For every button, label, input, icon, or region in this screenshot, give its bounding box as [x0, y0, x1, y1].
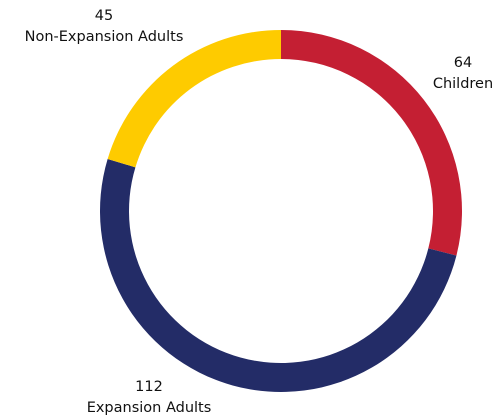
slice-value-children: 64: [454, 55, 472, 71]
slice-label-non-expansion-adults: Non-Expansion Adults: [25, 29, 184, 45]
slice-value-expansion-adults: 112: [135, 379, 163, 395]
donut-slices: [100, 30, 462, 392]
slice-label-children: Children: [433, 76, 493, 92]
slice-children: [281, 30, 462, 256]
slice-value-non-expansion-adults: 45: [95, 8, 113, 24]
slice-non-expansion-adults: [107, 30, 281, 168]
slice-expansion-adults: [100, 158, 457, 392]
slice-label-expansion-adults: Expansion Adults: [87, 400, 212, 416]
